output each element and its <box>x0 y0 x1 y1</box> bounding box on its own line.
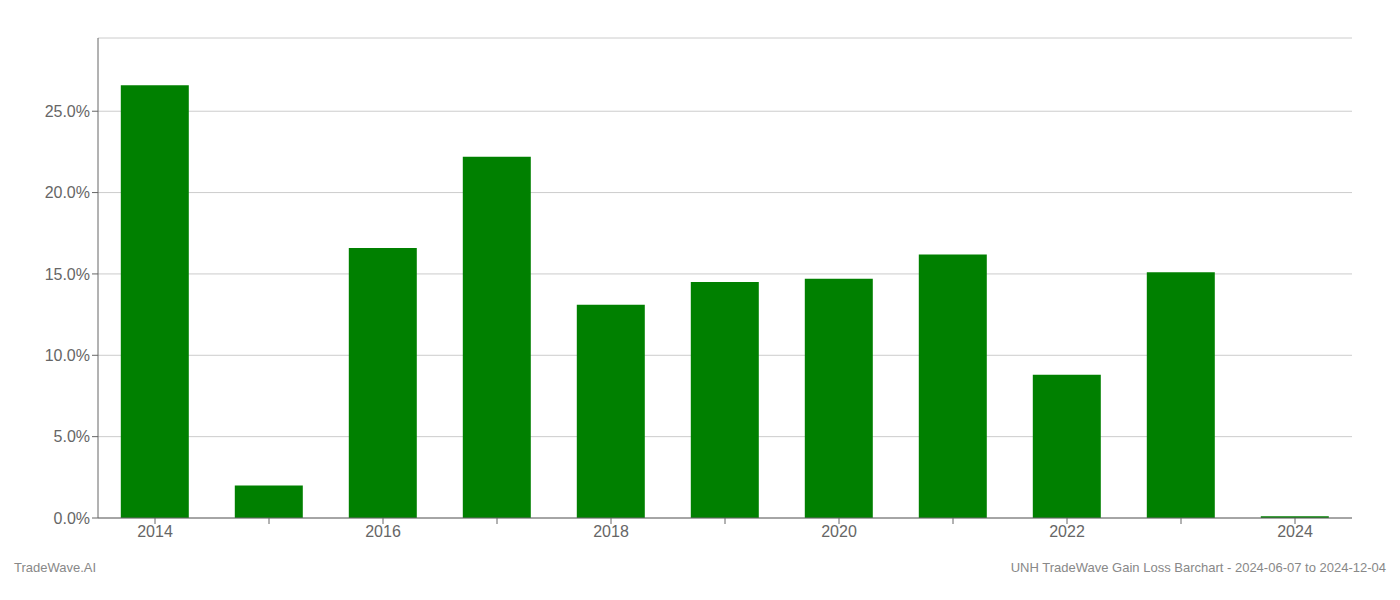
html-text:TradeWave.AI: TradeWave.AI <box>14 560 97 575</box>
svg-text:20.0%: 20.0% <box>45 184 90 201</box>
html-text:UNH TradeWave Gain Loss Barcha: UNH TradeWave Gain Loss Barchart - 2024-… <box>1010 560 1386 575</box>
svg-text:2018: 2018 <box>593 523 629 540</box>
svg-text:5.0%: 5.0% <box>54 428 90 445</box>
svg-text:15.0%: 15.0% <box>45 266 90 283</box>
svg-text:0.0%: 0.0% <box>54 510 90 527</box>
svg-text:2014: 2014 <box>137 523 173 540</box>
svg-text:2016: 2016 <box>365 523 401 540</box>
svg-text:10.0%: 10.0% <box>45 347 90 364</box>
svg-text:2020: 2020 <box>821 523 857 540</box>
svg-text:2022: 2022 <box>1049 523 1085 540</box>
svg-text:25.0%: 25.0% <box>45 103 90 120</box>
svg-text:2024: 2024 <box>1277 523 1313 540</box>
